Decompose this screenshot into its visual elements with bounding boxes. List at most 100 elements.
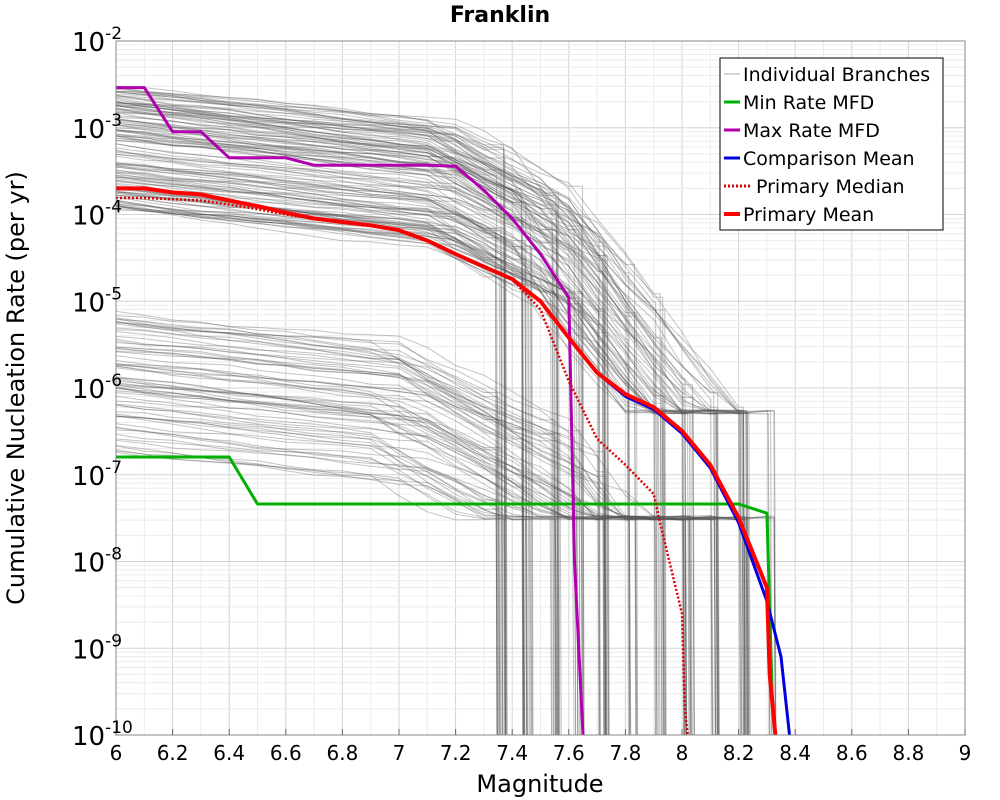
branch-line (115, 438, 528, 736)
branch-line (115, 129, 773, 736)
branch-line (115, 124, 662, 736)
branch-line (115, 165, 606, 736)
branch-line (115, 91, 606, 736)
legend-label: Max Rate MFD (743, 120, 880, 142)
x-tick-label: 9 (959, 741, 972, 765)
branch-line (115, 423, 558, 736)
branch-line (115, 169, 719, 736)
branch-line (115, 100, 631, 736)
y-tick-label: 10-6 (72, 371, 122, 405)
branch-line (115, 162, 525, 736)
branch-line (115, 135, 743, 736)
series-lines (116, 86, 791, 736)
branch-line (115, 155, 601, 736)
plot-area-frame (115, 40, 966, 736)
branch-line (115, 95, 637, 736)
branch-line (115, 171, 744, 736)
branch-line (115, 176, 663, 736)
branch-line (115, 118, 524, 736)
branch-line (115, 143, 687, 736)
y-tick-label: 10-8 (72, 545, 122, 579)
branch-line (115, 429, 714, 736)
branch-line (115, 364, 693, 736)
x-tick-label: 7.8 (609, 741, 641, 765)
branch-line (115, 90, 658, 736)
branch-line (115, 153, 629, 736)
branch-line (115, 94, 507, 736)
branch-line (115, 90, 608, 736)
branch-line (115, 403, 498, 736)
branch-line (115, 133, 685, 736)
branch-line (115, 386, 665, 736)
branch-line (115, 108, 695, 736)
branch-line (115, 367, 745, 736)
branch-line (115, 338, 560, 736)
branch-line (115, 139, 750, 736)
branch-line (115, 164, 746, 736)
branch-line (115, 347, 529, 736)
branch-line (115, 322, 607, 736)
branch-line (115, 415, 713, 736)
branch-line (115, 129, 581, 736)
branch-line (115, 365, 524, 736)
branch-line (115, 121, 605, 736)
branch-line (115, 323, 685, 736)
branch-line (115, 383, 686, 736)
branch-line (115, 91, 577, 736)
branch-line (115, 346, 638, 736)
branch-line (115, 342, 501, 736)
branch-line (115, 162, 658, 736)
branch-line (115, 330, 577, 736)
branch-line (115, 318, 583, 736)
legend-label: Primary Mean (743, 204, 874, 226)
branch-line (115, 363, 658, 736)
branch-line (115, 377, 579, 736)
branch-line (115, 91, 776, 736)
y-tick-label: 10-9 (72, 631, 122, 665)
branch-line (115, 310, 747, 736)
branch-line (115, 194, 610, 736)
branch-line (115, 350, 608, 736)
branch-line (115, 351, 748, 736)
branch-line (115, 387, 717, 736)
x-tick-label: 8.8 (892, 741, 924, 765)
branch-line (115, 124, 639, 736)
branch-line (115, 129, 560, 736)
branch-line (115, 178, 741, 736)
branch-line (115, 172, 527, 736)
branch-line (115, 118, 610, 736)
y-axis-ticks: 10-10 10-9 10-8 10-7 10-6 10-5 10-4 10-3 10-2 (72, 24, 133, 752)
branch-line (115, 147, 525, 736)
branch-line (115, 137, 528, 736)
branch-line (115, 451, 552, 736)
branch-line (115, 395, 606, 736)
branch-line (115, 181, 630, 736)
x-tick-label: 8.4 (779, 741, 811, 765)
branch-line (115, 175, 528, 736)
branch-line (115, 415, 776, 736)
branch-line (115, 176, 718, 736)
branch-line (115, 321, 500, 736)
branch-line (115, 203, 530, 736)
branch-line (115, 130, 713, 736)
branch-line (115, 127, 559, 736)
branch-line (115, 321, 562, 736)
branch-line (115, 411, 748, 736)
branch-line (115, 172, 693, 736)
branch-line (115, 385, 777, 736)
branch-line (115, 102, 607, 736)
branch-line (115, 404, 692, 736)
legend-box (719, 57, 944, 231)
series-line-max-rate-mfd (116, 86, 585, 736)
branch-line (115, 87, 506, 736)
branch-line (115, 404, 606, 736)
branch-line (115, 108, 601, 736)
branch-line (115, 329, 556, 736)
branch-line (115, 195, 583, 736)
x-tick-label: 7.4 (496, 741, 528, 765)
branch-line (115, 110, 584, 736)
branch-line (115, 182, 742, 736)
branch-line (115, 112, 667, 736)
x-tick-label: 8 (676, 741, 689, 765)
